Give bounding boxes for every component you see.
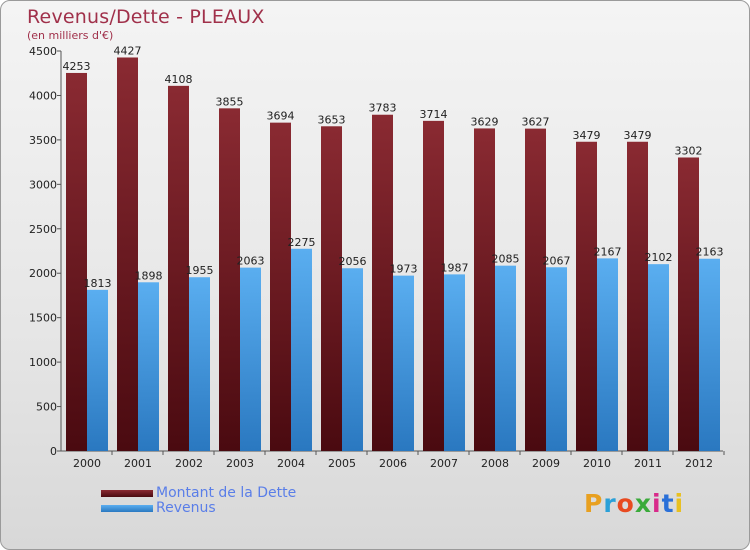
data-label-revenus: 2167 [594,245,622,258]
data-label-dette: 3627 [522,116,550,129]
bar-revenus [393,275,414,451]
logo-letter: P [584,489,604,518]
data-label-dette: 3783 [369,102,397,115]
bar-dette [270,122,291,452]
bar-dette [525,128,546,451]
data-label-dette: 3714 [420,108,448,121]
logo-letter: i [674,489,685,518]
bar-revenus [342,268,363,451]
data-label-revenus: 2056 [339,255,367,268]
data-label-revenus: 2063 [237,255,265,268]
x-tick-label: 2007 [430,457,458,470]
y-tick-label: 500 [36,401,57,414]
bar-revenus [189,277,210,451]
legend-label-revenus: Revenus [156,500,216,516]
data-label-dette: 3855 [216,95,244,108]
data-label-dette: 4427 [114,44,142,57]
y-tick-label: 1000 [29,356,57,369]
logo-letter: i [652,489,662,518]
x-tick-label: 2002 [175,457,203,470]
bar-revenus [495,265,516,451]
x-tick-label: 2001 [124,457,152,470]
y-tick-label: 3000 [29,178,57,191]
x-tick-label: 2012 [685,457,713,470]
bar-dette [219,108,240,451]
x-tick-label: 2005 [328,457,356,470]
bar-revenus [444,274,465,451]
data-label-dette: 3302 [675,144,703,157]
data-label-revenus: 1955 [186,264,214,277]
y-tick-label: 3500 [29,134,57,147]
x-tick-label: 2006 [379,457,407,470]
data-label-dette: 3479 [573,129,601,142]
x-tick-label: 2004 [277,457,305,470]
y-tick-label: 1500 [29,312,57,325]
data-label-revenus: 2163 [696,246,724,259]
data-label-revenus: 1987 [441,261,469,274]
chart-title: Revenus/Dette - PLEAUX [27,6,265,28]
y-tick-label: 4500 [29,45,57,58]
data-label-dette: 3694 [267,110,295,123]
x-tick-label: 2011 [634,457,662,470]
data-label-dette: 3629 [471,115,499,128]
bar-dette [117,57,138,451]
data-label-dette: 4253 [63,60,91,73]
data-label-revenus: 1813 [84,277,112,290]
y-tick-label: 4000 [29,89,57,102]
chart-subtitle: (en milliers d'€) [27,29,114,42]
bar-dette [576,141,597,451]
x-tick-label: 2008 [481,457,509,470]
logo-letter: t [661,489,675,518]
bar-dette [678,157,699,451]
legend-label-dette: Montant de la Dette [156,485,297,501]
data-label-dette: 3653 [318,113,346,126]
logo-letter: o [616,489,635,518]
x-tick-label: 2003 [226,457,254,470]
logo-letter: x [634,489,652,518]
bar-revenus [138,282,159,451]
legend-swatch-revenus [101,505,153,512]
proxiti-logo: Proxiti [584,489,684,518]
bar-dette [474,128,495,451]
data-label-revenus: 2275 [288,236,316,249]
x-tick-label: 2010 [583,457,611,470]
bar-revenus [546,267,567,451]
data-label-revenus: 2102 [645,251,673,264]
bar-dette [627,141,648,451]
data-label-revenus: 1898 [135,269,163,282]
bar-revenus [240,267,261,451]
bar-dette [321,126,342,452]
bar-dette [168,85,189,451]
bar-revenus [87,289,108,451]
bar-dette [372,114,393,451]
bar-revenus [291,248,312,451]
bar-dette [423,120,444,451]
data-label-revenus: 2085 [492,253,520,266]
x-tick-label: 2000 [73,457,101,470]
y-tick-label: 2000 [29,267,57,280]
data-label-revenus: 2067 [543,254,571,267]
data-label-dette: 3479 [624,129,652,142]
data-label-revenus: 1973 [390,263,418,276]
y-tick-label: 0 [50,445,57,458]
bar-revenus [597,258,618,451]
bar-revenus [699,258,720,451]
logo-letter: r [603,489,617,518]
bar-revenus [648,264,669,451]
y-tick-label: 2500 [29,223,57,236]
data-label-dette: 4108 [165,73,193,86]
legend-swatch-dette [101,490,153,497]
bar-dette [66,72,87,451]
x-tick-label: 2009 [532,457,560,470]
